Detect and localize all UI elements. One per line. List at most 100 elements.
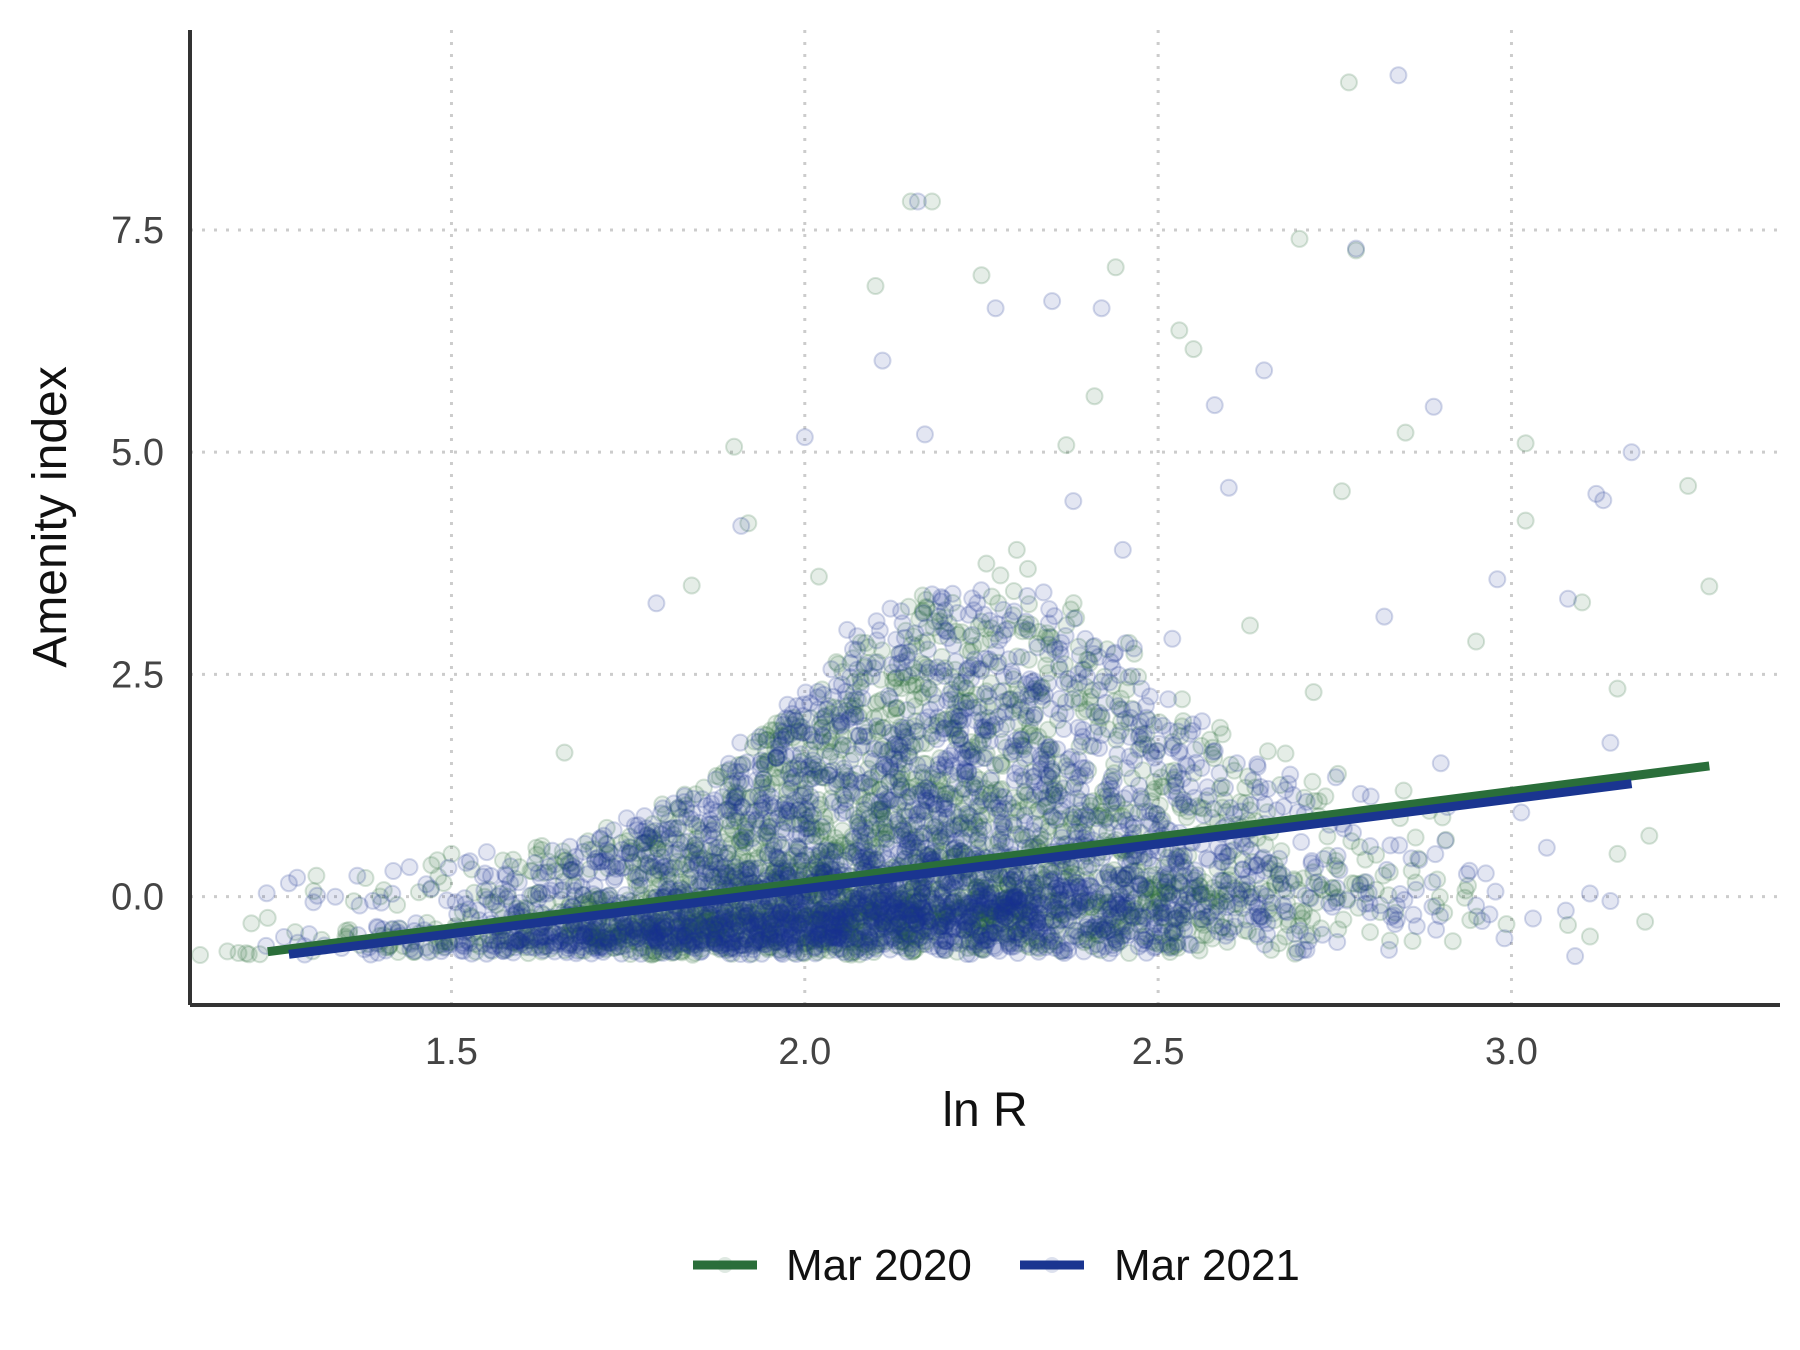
data-point (1170, 321, 1189, 340)
data-point (1381, 836, 1400, 855)
data-point (1055, 944, 1074, 962)
data-point (1111, 700, 1130, 719)
data-point (974, 817, 993, 836)
data-point (809, 790, 828, 809)
data-point (1394, 781, 1413, 800)
data-point (869, 911, 888, 929)
data-point (1067, 608, 1086, 627)
data-point (814, 933, 833, 952)
data-point (1085, 387, 1104, 406)
data-point (1140, 901, 1159, 920)
data-point (1212, 892, 1231, 911)
data-point (867, 936, 886, 954)
data-point (953, 872, 972, 891)
data-point (795, 806, 814, 825)
data-point (1030, 919, 1049, 938)
data-point (916, 802, 935, 821)
data-point (1303, 772, 1322, 791)
data-point (1063, 898, 1082, 917)
data-point (1087, 892, 1106, 911)
data-point (979, 914, 998, 933)
data-point (811, 900, 830, 919)
data-point (1029, 727, 1048, 746)
data-point (973, 940, 992, 959)
data-point (1426, 845, 1445, 864)
data-point (1329, 764, 1347, 783)
data-point (1215, 791, 1234, 810)
data-point (809, 921, 828, 940)
data-point (764, 794, 783, 813)
data-point (861, 749, 880, 768)
data-point (1455, 888, 1474, 907)
data-point (756, 755, 775, 774)
data-point (654, 926, 673, 945)
data-point (743, 738, 762, 757)
data-point (665, 858, 684, 877)
data-point (981, 785, 1000, 804)
data-point (1032, 815, 1051, 834)
data-point (1163, 885, 1182, 904)
data-point (1208, 860, 1227, 878)
data-point (793, 902, 812, 921)
data-point (955, 766, 974, 785)
data-point (543, 841, 562, 860)
data-point (1085, 723, 1104, 742)
data-point (674, 855, 693, 874)
data-point (939, 614, 958, 633)
data-point (935, 799, 954, 818)
data-point (1235, 921, 1254, 940)
data-point (808, 757, 827, 776)
data-point (726, 866, 745, 885)
data-point (1112, 917, 1131, 936)
data-point (607, 933, 626, 952)
data-point (1367, 845, 1386, 864)
data-point (1059, 868, 1078, 886)
data-point (532, 837, 551, 855)
data-point (958, 921, 977, 940)
data-point (976, 619, 995, 638)
data-point (994, 626, 1013, 645)
data-point (1092, 803, 1111, 821)
data-point (905, 905, 923, 924)
data-point (721, 910, 740, 929)
data-point (769, 856, 788, 875)
data-point (1069, 718, 1088, 737)
data-point (903, 904, 922, 922)
data-point (664, 794, 683, 813)
data-point (673, 943, 692, 962)
data-point (736, 833, 755, 852)
data-point (1007, 540, 1026, 559)
data-point (1106, 930, 1125, 949)
data-point (1005, 788, 1023, 807)
data-point (868, 892, 887, 910)
data-point (669, 935, 688, 954)
data-point (1241, 616, 1259, 635)
data-point (712, 939, 730, 958)
data-point (600, 929, 619, 948)
data-point (535, 863, 554, 882)
data-point (1030, 622, 1049, 641)
data-point (853, 689, 872, 708)
data-point (1636, 912, 1655, 931)
data-point (1361, 837, 1380, 856)
data-point (844, 888, 862, 907)
data-point (488, 931, 506, 950)
data-point (958, 939, 977, 957)
data-point (1345, 874, 1364, 893)
data-point (1169, 864, 1188, 883)
data-point (904, 925, 923, 944)
data-point (1407, 917, 1426, 936)
data-point (1174, 791, 1193, 809)
data-point (1380, 940, 1398, 959)
data-point (1396, 423, 1415, 442)
series-0-points (191, 73, 1719, 964)
data-point (915, 824, 934, 843)
data-point (751, 835, 769, 854)
data-point (727, 912, 746, 931)
data-point (812, 940, 831, 959)
data-point (731, 733, 750, 752)
data-point (1409, 849, 1428, 868)
data-point (1039, 674, 1058, 693)
data-point (954, 794, 973, 813)
data-point (866, 277, 885, 295)
